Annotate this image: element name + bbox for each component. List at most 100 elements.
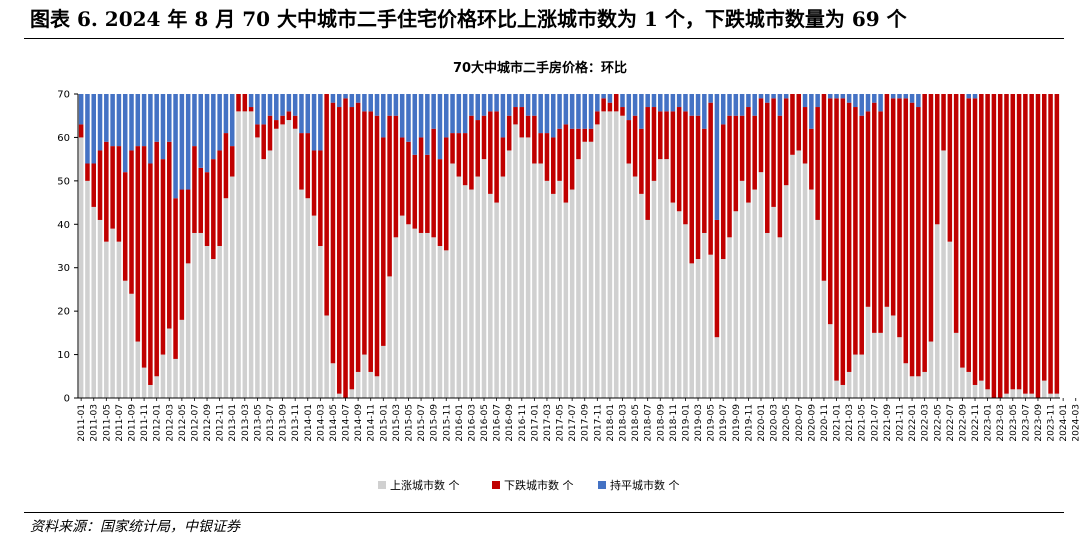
bar-up-segment (122, 280, 128, 398)
bar-down-segment (878, 111, 883, 333)
bar-down-segment (387, 115, 392, 277)
bar-down-segment (670, 111, 676, 203)
x-tick-label: 2018-11 (669, 404, 679, 442)
x-tick-label: 2012-11 (216, 404, 226, 442)
bar-flat-segment (85, 94, 90, 164)
bar-flat-segment (890, 94, 896, 99)
bar-up-segment (406, 224, 411, 398)
bar-up-segment (236, 111, 241, 399)
x-tick-label: 2018-05 (631, 404, 641, 442)
bar-down-segment (997, 94, 1003, 398)
bar-down-segment (160, 159, 166, 355)
bar-down-segment (173, 198, 178, 359)
bar-down-segment (991, 94, 997, 398)
bar-up-segment (1048, 393, 1053, 398)
bar-down-segment (437, 159, 443, 246)
bar-down-segment (796, 94, 802, 151)
bar-up-segment (695, 259, 701, 398)
bar-up-segment (506, 150, 512, 398)
bar-down-segment (966, 98, 971, 372)
bar-flat-segment (443, 94, 449, 138)
figure-title: 图表 6. 2024 年 8 月 70 大中城市二手住宅价格环比上涨城市数为 1… (30, 7, 907, 31)
bar-flat-segment (198, 94, 204, 168)
bar-up-segment (576, 159, 581, 398)
x-tick-label: 2011-07 (115, 404, 125, 442)
bar-flat-segment (154, 94, 159, 142)
legend-swatch-down (492, 481, 500, 489)
bar-up-segment (884, 306, 890, 398)
bar-down-segment (765, 102, 770, 233)
bar-up-segment (626, 163, 632, 398)
bar-down-segment (85, 163, 90, 181)
x-tick-label: 2014-07 (342, 404, 352, 442)
bar-down-segment (865, 111, 871, 307)
legend-label-flat: 持平城市数 个 (610, 478, 680, 492)
x-tick-label: 2016-09 (505, 404, 515, 442)
bar-up-segment (865, 306, 871, 398)
bar-flat-segment (551, 94, 556, 138)
bar-up-segment (639, 193, 644, 398)
bar-down-segment (280, 115, 285, 125)
bar-down-segment (91, 163, 96, 207)
bar-flat-segment (255, 94, 260, 125)
bar-up-segment (129, 293, 134, 398)
bar-down-segment (299, 133, 304, 190)
bar-down-segment (569, 128, 575, 190)
x-tick-label: 2013-05 (253, 404, 263, 442)
bar-up-segment (311, 215, 317, 398)
bar-up-segment (613, 111, 619, 399)
bar-up-segment (223, 198, 229, 398)
bar-down-segment (469, 115, 474, 190)
bar-flat-segment (525, 94, 531, 116)
bar-down-segment (551, 137, 556, 194)
bar-down-segment (872, 102, 877, 333)
bar-flat-segment (261, 94, 266, 125)
x-tick-label: 2021-09 (883, 404, 893, 442)
bar-down-segment (928, 94, 934, 342)
bar-flat-segment (607, 94, 613, 103)
bar-down-segment (802, 107, 808, 164)
bar-flat-segment (727, 94, 732, 116)
bar-up-segment (702, 232, 707, 398)
bar-down-segment (185, 189, 191, 264)
bar-flat-segment (381, 94, 386, 138)
bar-flat-segment (494, 94, 499, 112)
bar-down-segment (236, 94, 241, 112)
bar-flat-segment (104, 94, 109, 142)
bar-down-segment (362, 111, 367, 355)
bar-up-segment (229, 176, 235, 398)
bar-flat-segment (462, 94, 468, 134)
bar-up-segment (683, 224, 688, 398)
bar-flat-segment (595, 94, 600, 112)
bar-down-segment (689, 115, 695, 264)
bar-down-segment (985, 94, 990, 390)
bar-up-segment (928, 341, 934, 398)
bar-down-segment (318, 150, 323, 246)
bar-flat-segment (651, 94, 657, 108)
bar-up-segment (255, 137, 260, 398)
bar-down-segment (702, 128, 707, 233)
bar-up-segment (500, 176, 506, 398)
bar-up-segment (469, 189, 474, 398)
x-tick-label: 2012-01 (153, 404, 163, 442)
x-tick-label: 2022-05 (933, 404, 943, 442)
x-tick-label: 2014-05 (329, 404, 339, 442)
bar-down-segment (148, 163, 153, 385)
bar-flat-segment (368, 94, 373, 112)
bar-flat-segment (853, 94, 858, 108)
bar-up-segment (972, 384, 978, 398)
bar-down-segment (355, 102, 361, 372)
bar-down-segment (418, 137, 424, 233)
bar-down-segment (1004, 94, 1009, 394)
bar-down-segment (821, 94, 827, 281)
legend-swatch-flat (598, 481, 606, 489)
bar-flat-segment (506, 94, 512, 116)
x-tick-label: 2015-05 (404, 404, 414, 442)
bar-up-segment (110, 228, 115, 398)
bar-down-segment (1023, 94, 1028, 394)
bar-up-segment (261, 159, 266, 398)
bar-flat-segment (173, 94, 178, 199)
x-tick-label: 2023-01 (984, 404, 994, 442)
bar-flat-segment (469, 94, 474, 116)
bar-up-segment (167, 328, 172, 398)
